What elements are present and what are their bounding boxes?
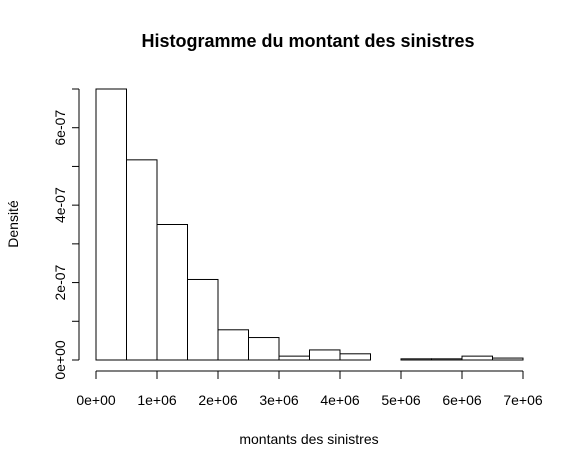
y-axis-label: Densité [5,200,21,248]
histogram-bar [248,337,280,361]
x-tick-label: 6e+06 [442,392,482,408]
x-tick-label: 5e+06 [381,392,421,408]
y-axis: 0e+00 2e-07 4e-07 6e-07 [52,88,80,380]
histogram-bar [278,355,310,361]
y-tick-label: 2e-07 [52,264,68,300]
y-tick-label: 4e-07 [52,187,68,223]
histogram-bar [492,357,524,361]
histogram-bar [431,358,463,361]
histogram-bar [156,224,188,361]
x-tick-label: 0e+00 [76,392,116,408]
x-axis-label: montants des sinistres [239,431,378,447]
chart-title: Histogramme du montant des sinistres [141,31,474,51]
histogram-bar [95,88,127,361]
histogram-bar [400,358,432,361]
x-tick-label: 1e+06 [137,392,177,408]
histogram-bar [461,355,493,361]
y-tick-label: 0e+00 [52,340,68,380]
y-tick-label: 6e-07 [52,110,68,146]
histogram-bar [126,159,158,361]
x-tick-label: 2e+06 [198,392,238,408]
histogram-bar [339,353,371,361]
histogram-bar [309,349,341,361]
x-tick-label: 7e+06 [503,392,543,408]
histogram-bar [217,329,249,361]
x-axis: 0e+00 1e+06 2e+06 3e+06 4e+06 5e+06 6e+06 7e+06 [76,370,543,408]
x-tick-label: 3e+06 [259,392,299,408]
histogram-bar [187,278,219,361]
x-tick-label: 4e+06 [320,392,360,408]
bars-group [95,88,524,361]
